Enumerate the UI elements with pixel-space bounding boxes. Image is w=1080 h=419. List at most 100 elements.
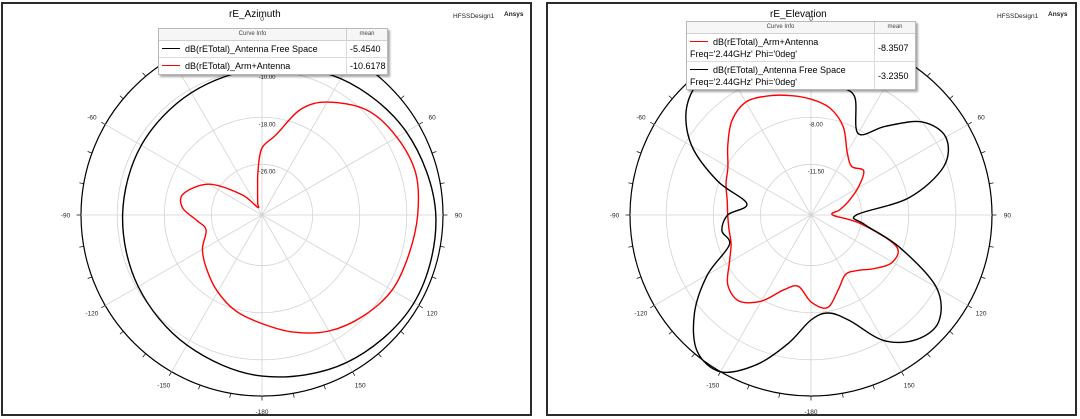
legend-header-stat: mean	[359, 31, 375, 37]
angle-tick	[440, 246, 445, 248]
angle-tick	[901, 371, 905, 376]
angle-tick	[198, 384, 201, 390]
angle-tick	[636, 276, 642, 279]
angle-tick	[142, 72, 146, 77]
design-name: HFSSDesign1	[997, 13, 1039, 20]
grid-spoke	[171, 58, 263, 216]
angle-tick	[119, 331, 124, 335]
series-mean: -10.6178	[350, 61, 386, 71]
legend-header: Curve Info mean	[159, 29, 387, 41]
series-swatch	[690, 41, 708, 42]
angle-tick	[980, 151, 986, 154]
angle-tick	[949, 331, 954, 335]
angle-tick-label: -150	[157, 383, 170, 390]
angle-tick	[650, 121, 655, 125]
angle-tick	[747, 384, 750, 390]
angle-tick	[949, 95, 954, 99]
azimuth-plot-panel: 0306090120150-180-150-120-90-60-30-26.00…	[1, 2, 532, 416]
series-curve-1	[121, 66, 437, 378]
angle-tick	[87, 151, 93, 154]
angle-tick-label: -180	[255, 409, 268, 416]
legend-header: Curve Info mean	[687, 22, 915, 34]
angle-tick	[229, 393, 231, 398]
legend-row[interactable]: dB(rETotal)_Antenna Free Space Freq='2.4…	[687, 62, 915, 89]
series-condition: Freq='2.44GHz' Phi='0deg'	[690, 77, 797, 87]
angle-tick	[418, 305, 423, 309]
angle-tick-label: 0	[809, 16, 813, 23]
angle-tick	[440, 182, 445, 184]
azimuth-polar-svg: 0306090120150-180-150-120-90-60-30-26.00…	[61, 16, 463, 416]
angle-tick	[628, 246, 633, 248]
series-name: dB(rETotal)_Arm+Antenna	[185, 61, 291, 71]
angle-tick-label: -60	[636, 114, 646, 121]
angle-tick	[168, 371, 172, 376]
angle-tick	[842, 393, 844, 398]
angle-tick	[967, 121, 972, 125]
angle-tick	[101, 121, 106, 125]
series-swatch	[162, 48, 180, 49]
angle-tick	[79, 182, 84, 184]
grid-spoke	[810, 214, 902, 372]
series-mean: -5.4540	[350, 44, 381, 54]
legend-row[interactable]: dB(rETotal)_Antenna Free Space -5.4540	[159, 41, 387, 58]
angle-tick-label: 120	[976, 311, 987, 318]
angle-tick	[980, 276, 986, 279]
series-name: dB(rETotal)_Arm+Antenna	[713, 37, 819, 47]
curve-info-legend[interactable]: Curve Info mean dB(rETotal)_Antenna Free…	[158, 28, 388, 75]
angle-tick	[691, 353, 695, 358]
legend-header-info: Curve Info	[687, 22, 875, 33]
series-mean: -3.2350	[878, 70, 909, 81]
angle-tick-label: -90	[61, 213, 71, 220]
angle-tick-label: -90	[610, 213, 620, 220]
angle-tick	[989, 182, 994, 184]
plot-title: rE_Azimuth	[229, 9, 281, 20]
elevation-plot-panel: 0306090120150-180-150-120-90-60-30-11.50…	[546, 2, 1077, 416]
angle-tick	[79, 246, 84, 248]
angle-tick	[872, 384, 875, 390]
radial-tick-label: -11.50	[808, 169, 825, 175]
angle-tick	[636, 151, 642, 154]
grid-spoke	[105, 214, 263, 306]
legend-header-info: Curve Info	[159, 29, 347, 40]
angle-tick-label: 90	[455, 213, 463, 220]
legend-header-stat: mean	[887, 24, 903, 30]
angle-tick-label: 60	[428, 114, 436, 121]
angle-tick	[101, 305, 106, 309]
angle-tick	[927, 72, 931, 77]
radial-tick-label: -26.00	[258, 169, 276, 175]
angle-tick	[87, 276, 93, 279]
plot-title: rE_Elevation	[770, 9, 827, 20]
series-condition: Freq='2.44GHz' Phi='0deg'	[690, 49, 797, 59]
brand-label: Ansys	[1048, 11, 1068, 18]
grid-spoke	[810, 214, 968, 306]
angle-tick	[323, 384, 326, 390]
series-curve-2	[179, 101, 420, 334]
angle-tick-label: 0	[260, 16, 264, 23]
angle-tick	[119, 95, 124, 99]
angle-tick	[668, 95, 673, 99]
grid-spoke	[654, 214, 812, 306]
legend-row[interactable]: dB(rETotal)_Arm+Antenna -10.6178	[159, 58, 387, 74]
series-mean: -8.3507	[878, 42, 909, 53]
angle-tick	[628, 182, 633, 184]
grid-spoke	[105, 124, 263, 216]
angle-tick	[967, 305, 972, 309]
angle-tick-label: 150	[904, 383, 915, 390]
angle-tick	[989, 246, 994, 248]
angle-tick	[400, 95, 405, 99]
radial-tick-label: -18.00	[258, 122, 276, 128]
angle-tick-label: 120	[427, 311, 438, 318]
angle-tick-label: -150	[706, 383, 719, 390]
angle-tick	[418, 121, 423, 125]
legend-row[interactable]: dB(rETotal)_Arm+Antenna Freq='2.44GHz' P…	[687, 34, 915, 62]
elevation-polar-svg: 0306090120150-180-150-120-90-60-30-11.50…	[610, 16, 1012, 414]
angle-tick	[142, 353, 146, 358]
angle-tick	[717, 371, 721, 376]
grid-spoke	[261, 124, 419, 216]
grid-spoke	[261, 58, 353, 216]
angle-tick	[378, 353, 382, 358]
angle-tick	[927, 353, 931, 358]
angle-tick-label: -60	[87, 114, 97, 121]
curve-info-legend[interactable]: Curve Info mean dB(rETotal)_Arm+Antenna …	[686, 21, 916, 90]
angle-tick	[431, 151, 437, 154]
